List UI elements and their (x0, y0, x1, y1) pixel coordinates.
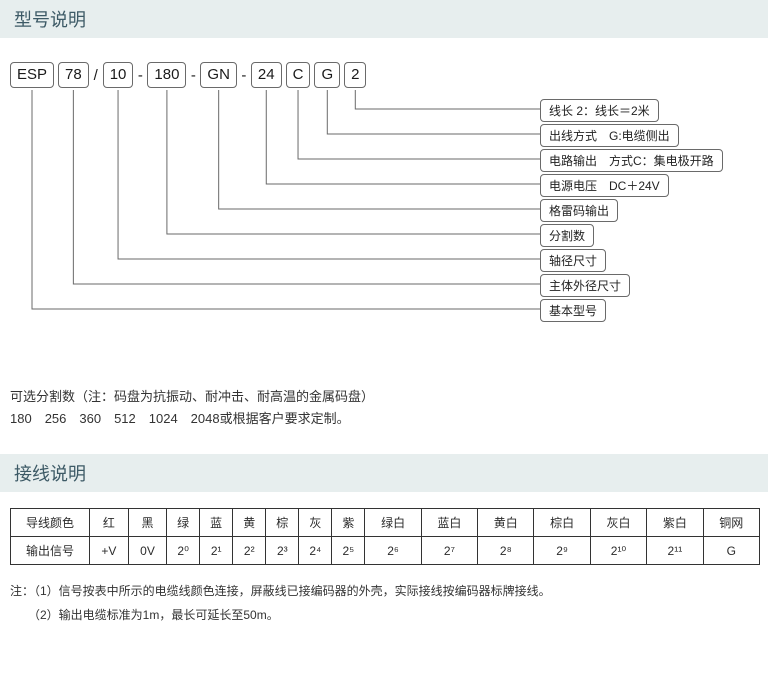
wire-signal: 2⁰ (167, 537, 200, 565)
wire-color: 棕 (266, 509, 299, 537)
wire-signal: 2⁶ (365, 537, 421, 565)
row-header: 导线颜色 (11, 509, 90, 537)
wire-color: 蓝 (200, 509, 233, 537)
section-model-title: 型号说明 (0, 0, 768, 38)
wire-signal: 0V (128, 537, 166, 565)
code-part: 24 (251, 62, 282, 88)
wire-signal: 2⁸ (478, 537, 534, 565)
wire-color: 黄白 (478, 509, 534, 537)
code-part: 2 (344, 62, 366, 88)
code-part: 78 (58, 62, 89, 88)
row-header: 输出信号 (11, 537, 90, 565)
separator: - (237, 67, 251, 84)
wire-color: 黄 (233, 509, 266, 537)
separator: / (89, 67, 103, 84)
wire-signal: G (703, 537, 759, 565)
code-part: ESP (10, 62, 54, 88)
wire-color: 蓝白 (421, 509, 477, 537)
optional-divisions: 可选分割数（注：码盘为抗振动、耐冲击、耐高温的金属码盘） 180 256 360… (10, 386, 770, 430)
model-diagram: ESP78/10-180-GN-24CG2 线长 2：线长＝2米出线方式 G:电… (10, 54, 770, 374)
separator: - (186, 67, 200, 84)
desc-box: 轴径尺寸 (540, 249, 606, 272)
desc-box: 电源电压 DC＋24V (540, 174, 669, 197)
desc-box: 出线方式 G:电缆侧出 (540, 124, 679, 147)
wire-color: 绿白 (365, 509, 421, 537)
wire-color: 铜网 (703, 509, 759, 537)
code-part: 10 (103, 62, 134, 88)
wire-color: 紫 (332, 509, 365, 537)
wire-signal: 2¹¹ (647, 537, 703, 565)
table-row: 导线颜色红黑绿蓝黄棕灰紫绿白蓝白黄白棕白灰白紫白铜网 (11, 509, 760, 537)
code-part: 180 (147, 62, 186, 88)
wire-signal: 2⁴ (299, 537, 332, 565)
wire-color: 灰白 (590, 509, 646, 537)
wire-color: 绿 (167, 509, 200, 537)
code-part: GN (200, 62, 237, 88)
code-part: G (314, 62, 340, 88)
desc-box: 格雷码输出 (540, 199, 618, 222)
wire-signal: 2² (233, 537, 266, 565)
wire-signal: 2⁵ (332, 537, 365, 565)
wire-signal: +V (90, 537, 129, 565)
desc-box: 基本型号 (540, 299, 606, 322)
code-part: C (286, 62, 311, 88)
wire-color: 棕白 (534, 509, 590, 537)
section-wiring-title: 接线说明 (0, 454, 768, 492)
note-1: 注：（1）信号按表中所示的电缆线颜色连接，屏蔽线已接编码器的外壳，实际接线按编码… (10, 579, 770, 603)
wiring-table: 导线颜色红黑绿蓝黄棕灰紫绿白蓝白黄白棕白灰白紫白铜网 输出信号+V0V2⁰2¹2… (10, 508, 760, 565)
separator: - (133, 67, 147, 84)
model-code-row: ESP78/10-180-GN-24CG2 (10, 62, 366, 88)
desc-box: 主体外径尺寸 (540, 274, 630, 297)
note-2: （2）输出电缆标准为1m，最长可延长至50m。 (10, 603, 770, 627)
desc-box: 线长 2：线长＝2米 (540, 99, 659, 122)
wire-color: 紫白 (647, 509, 703, 537)
wire-signal: 2¹⁰ (590, 537, 646, 565)
wire-signal: 2³ (266, 537, 299, 565)
desc-box: 分割数 (540, 224, 594, 247)
wire-signal: 2⁹ (534, 537, 590, 565)
desc-box: 电路输出 方式C：集电极开路 (540, 149, 723, 172)
wire-color: 灰 (299, 509, 332, 537)
wiring-notes: 注：（1）信号按表中所示的电缆线颜色连接，屏蔽线已接编码器的外壳，实际接线按编码… (10, 579, 770, 627)
wire-signal: 2¹ (200, 537, 233, 565)
wire-signal: 2⁷ (421, 537, 477, 565)
opt-line1: 可选分割数（注：码盘为抗振动、耐冲击、耐高温的金属码盘） (10, 386, 770, 408)
wire-color: 红 (90, 509, 129, 537)
opt-line2: 180 256 360 512 1024 2048或根据客户要求定制。 (10, 408, 770, 430)
wire-color: 黑 (128, 509, 166, 537)
table-row: 输出信号+V0V2⁰2¹2²2³2⁴2⁵2⁶2⁷2⁸2⁹2¹⁰2¹¹G (11, 537, 760, 565)
